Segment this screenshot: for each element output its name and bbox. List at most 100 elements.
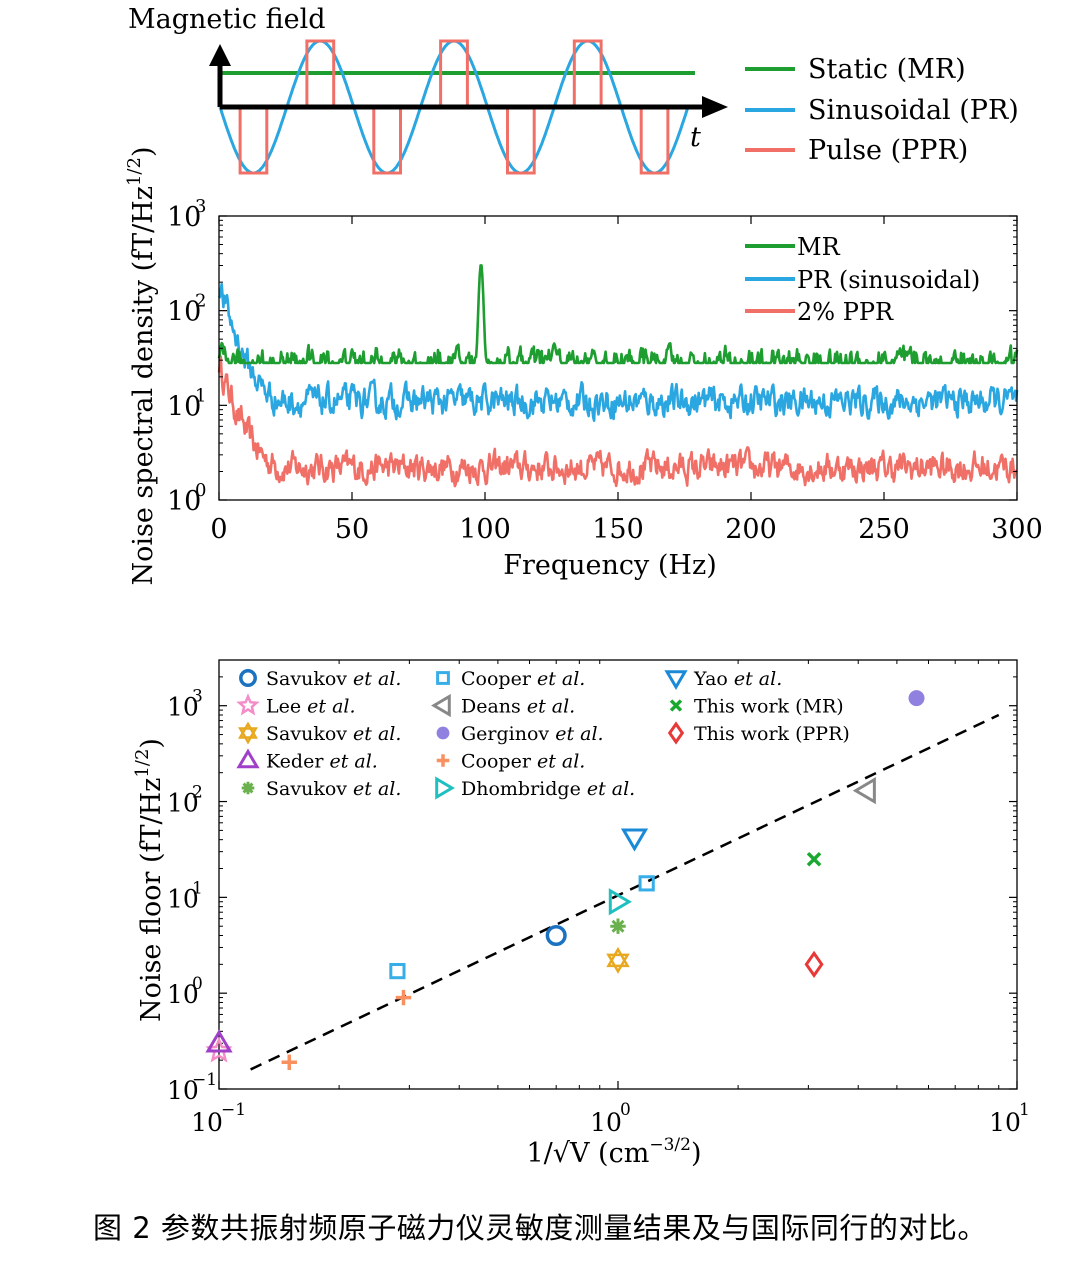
data-point-triangle-down — [620, 828, 649, 852]
legend-entry-label: Yao et al. — [693, 668, 782, 690]
waveform-legend: Static (MR) Sinusoidal (PR) Pulse (PPR) — [745, 54, 1019, 166]
spectrum-ytick-exponent: 2 — [195, 291, 206, 312]
data-point-triangle-left — [852, 776, 876, 805]
noise-spectrum-legend: MR PR (sinusoidal) 2% PPR — [745, 233, 980, 326]
spectrum-legend-label-pr: PR (sinusoidal) — [797, 266, 980, 294]
spectrum-xtick-label: 200 — [725, 514, 777, 545]
legend-marker-triangle-left — [431, 693, 451, 718]
data-point-hexagram — [606, 946, 630, 974]
legend-entry-label: Savukov et al. — [266, 723, 401, 745]
legend-marker-square — [436, 671, 450, 685]
data-point-asterisk — [610, 918, 626, 934]
waveform-ylabel: Magnetic field — [128, 4, 326, 35]
comparison-ytick-exponent: 3 — [192, 687, 203, 707]
noise-spectrum-ylabel: Noise spectral density (fT/Hz1/2) — [124, 147, 159, 586]
legend-entry-label: Savukov et al. — [266, 668, 401, 690]
waveform-time-arrow — [702, 96, 728, 118]
legend-entry-label: Deans et al. — [461, 696, 575, 718]
spectrum-ytick-label: 10 — [167, 391, 201, 422]
legend-entry-label: Dhombridge et al. — [461, 778, 635, 800]
data-point-triangle-right — [608, 888, 632, 916]
legend-marker-triangle-up — [236, 748, 260, 769]
data-point-square — [638, 875, 655, 892]
spectrum-xtick-label: 100 — [459, 514, 511, 545]
data-point-diamond — [804, 950, 824, 978]
legend-marker-asterisk — [241, 781, 255, 795]
comparison-xtick-label: 10 — [191, 1108, 223, 1137]
waveform-pulse-line — [238, 39, 670, 175]
figure-caption: 图 2 参数共振射频原子磁力仪灵敏度测量结果及与国际同行的对比。 — [93, 1211, 987, 1245]
data-point-square — [389, 962, 406, 980]
spectrum-xtick-label: 50 — [335, 514, 369, 545]
legend-marker-star — [236, 693, 260, 716]
legend-entry-label: This work (PPR) — [694, 723, 850, 745]
waveform-xlabel: t — [690, 122, 701, 153]
waveform-plot-area — [209, 39, 728, 175]
spectrum-ytick-exponent: 3 — [195, 196, 206, 217]
spectrum-ytick-exponent: 0 — [195, 480, 206, 501]
comparison-ytick-exponent: 0 — [192, 974, 203, 994]
comparison-fit-line — [250, 713, 1000, 1071]
spectrum-ytick-exponent: 1 — [195, 385, 206, 406]
comparison-fit-dashed-line — [250, 713, 1000, 1071]
data-point-x — [806, 851, 822, 867]
comparison-ytick-exponent: 2 — [192, 783, 203, 803]
spectrum-xtick-label: 250 — [858, 514, 910, 545]
comparison-xtick-exponent: 1 — [1019, 1100, 1030, 1120]
comparison-xtick-label: 10 — [590, 1108, 622, 1137]
spectrum-xtick-label: 300 — [991, 514, 1043, 545]
noise-spectrum-lines — [217, 264, 1019, 488]
data-point-plus — [395, 989, 412, 1006]
spectrum-line-ppr — [217, 355, 1019, 488]
comparison-ytick-label: 10 — [167, 693, 199, 722]
spectrum-legend-label-mr: MR — [797, 233, 841, 261]
data-point-plus — [281, 1054, 297, 1070]
spectrum-xtick-label: 150 — [592, 514, 644, 545]
comparison-xtick-exponent: −1 — [221, 1100, 246, 1120]
legend-marker-diamond — [667, 721, 685, 745]
comparison-xtick-label: 10 — [989, 1108, 1021, 1137]
legend-entry-label: Keder et al. — [266, 751, 378, 773]
legend-label-pr: Sinusoidal (PR) — [808, 95, 1019, 126]
legend-marker-triangle-down — [664, 670, 688, 690]
comparison-ytick-label: 10 — [167, 884, 199, 913]
comparison-ytick-label: 10 — [167, 1076, 199, 1105]
legend-entry-label: Cooper et al. — [461, 668, 585, 690]
comparison-ytick-label: 10 — [167, 789, 199, 818]
waveform-field-arrow — [209, 44, 231, 66]
legend-label-mr: Static (MR) — [808, 54, 966, 85]
legend-entry-label: Cooper et al. — [461, 751, 585, 773]
noise-spectrum-xlabel: Frequency (Hz) — [503, 550, 716, 581]
data-point-triangle-up — [205, 1029, 233, 1053]
waveform-schematic: Magnetic field t Static (MR) Sinusoidal (… — [128, 4, 1019, 175]
spectrum-ytick-label: 10 — [167, 486, 201, 517]
comparison-ytick-exponent: 1 — [192, 878, 203, 898]
spectrum-line-pr — [217, 282, 1019, 422]
legend-marker-filled-circle — [436, 726, 450, 740]
comparison-ytick-exponent: −1 — [192, 1070, 217, 1090]
spectrum-ytick-label: 10 — [167, 297, 201, 328]
legend-entry-label: Savukov et al. — [266, 778, 401, 800]
spectrum-line-mr — [217, 264, 1019, 365]
legend-marker-plus — [436, 754, 450, 767]
data-point-filled-circle — [908, 690, 925, 707]
legend-marker-x — [669, 699, 683, 712]
legend-marker-circle — [239, 669, 257, 687]
comparison-xlabel: 1/√V (cm−3/2) — [527, 1135, 702, 1169]
data-point-circle — [545, 924, 567, 947]
spectrum-xtick-label: 0 — [210, 514, 227, 545]
comparison-legend: Savukov et al. Lee et al. Savukov et al. Ke… — [236, 668, 850, 800]
comparison-points — [205, 690, 925, 1070]
comparison-xtick-exponent: 0 — [620, 1100, 631, 1120]
legend-entry-label: This work (MR) — [694, 696, 844, 718]
spectrum-legend-label-ppr: 2% PPR — [797, 298, 894, 326]
legend-label-ppr: Pulse (PPR) — [808, 135, 968, 166]
legend-entry-label: Lee et al. — [266, 696, 356, 718]
comparison-ytick-label: 10 — [167, 980, 199, 1009]
spectrum-ytick-label: 10 — [167, 202, 201, 233]
